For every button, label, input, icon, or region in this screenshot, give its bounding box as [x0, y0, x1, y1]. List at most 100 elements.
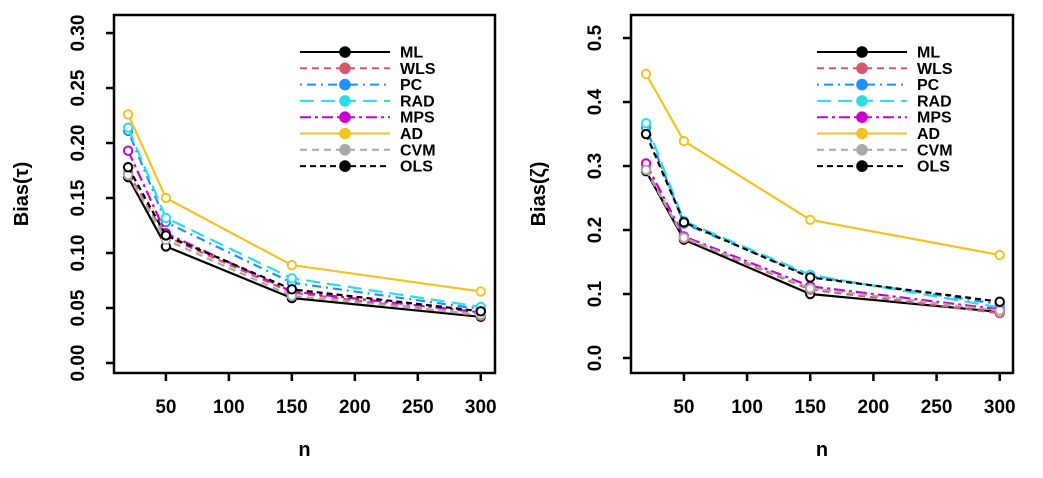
- legend-label-ad: AD: [917, 126, 940, 143]
- x-tick-label: 100: [213, 397, 245, 418]
- series-point-ols: [122, 162, 134, 173]
- series-point-ad: [122, 109, 134, 120]
- y-tick-label: 0.3: [585, 153, 606, 179]
- x-axis-label: n: [816, 439, 828, 461]
- y-tick-label: 0.10: [68, 235, 89, 272]
- y-tick-label: 0.00: [68, 344, 89, 381]
- series-point-ad: [640, 68, 652, 80]
- x-tick-label: 50: [673, 397, 694, 418]
- legend-label-mps: MPS: [917, 110, 952, 127]
- legend-label-ad: AD: [400, 126, 423, 143]
- y-tick-label: 0.15: [68, 179, 89, 216]
- series-point-ad: [286, 259, 298, 271]
- plot-frame: [112, 13, 497, 375]
- series-point-cvm: [678, 232, 690, 243]
- series-point-rad: [640, 117, 652, 129]
- series-point-ols: [475, 306, 486, 317]
- legend-label-wls: WLS: [917, 61, 953, 78]
- left-chart-panel: 50 100 150 200 250 300 0.00 0.05 0.10 0.15 0.20 0.2…: [11, 13, 497, 461]
- legend-swatch-pc: [339, 78, 351, 91]
- legend-swatch-ad: [339, 127, 351, 140]
- series-point-ad: [678, 135, 690, 147]
- y-tick-label: 0.30: [68, 15, 89, 52]
- series-point-ols: [678, 217, 690, 228]
- y-axis-label: Bias(τ): [11, 162, 33, 227]
- x-tick-label: 50: [155, 397, 176, 418]
- y-axis-label: Bias(ζ): [528, 162, 550, 227]
- series-point-ad: [994, 249, 1005, 261]
- legend-swatch-mps: [339, 111, 351, 123]
- right-chart-panel: 50 100 150 200 250 300 0.0 0.1 0.2 0.3 0.4 0.5 n Bias…: [528, 13, 1016, 461]
- series-point-rad: [122, 122, 134, 133]
- legend-label-rad: RAD: [917, 93, 952, 110]
- legend-label-rad: RAD: [400, 93, 435, 110]
- series-point-rad: [160, 212, 172, 224]
- plot-frame: [629, 13, 1015, 375]
- x-tick-label: 150: [276, 397, 308, 418]
- legend-swatch-cvm: [856, 144, 868, 156]
- x-axis-label: n: [298, 439, 310, 461]
- x-tick-label: 150: [794, 397, 826, 418]
- x-tick-label: 200: [858, 397, 890, 418]
- series-line-pc: [127, 130, 481, 311]
- x-tick-label: 250: [402, 397, 434, 418]
- legend-swatch-rad: [339, 95, 351, 107]
- legend-swatch-ad: [856, 127, 868, 140]
- legend-swatch-rad: [856, 95, 868, 107]
- legend-label-wls: WLS: [400, 61, 436, 78]
- legend-swatch-wls: [339, 62, 351, 75]
- legend-label-mps: MPS: [400, 110, 435, 127]
- legend-swatch-ols: [856, 160, 868, 172]
- series-point-ad: [475, 286, 486, 297]
- series-point-mps: [122, 145, 134, 156]
- series-line-wls: [127, 172, 481, 317]
- series-line-mps: [645, 162, 1000, 311]
- legend-label-pc: PC: [400, 77, 423, 94]
- y-tick-label: 0.25: [68, 69, 89, 106]
- series-point-ols: [805, 272, 816, 283]
- series-line-ad: [127, 113, 481, 293]
- series-point-ad: [160, 192, 172, 204]
- y-tick-label: 0.0: [585, 345, 606, 371]
- x-tick-label: 200: [339, 397, 371, 418]
- legend-swatch-wls: [856, 62, 868, 75]
- legend-swatch-pc: [856, 78, 868, 91]
- legend-label-cvm: CVM: [917, 142, 953, 159]
- series-point-ols: [994, 296, 1005, 307]
- y-tick-label: 0.05: [68, 289, 89, 326]
- y-tick-label: 0.4: [585, 88, 606, 115]
- series-line-ols: [645, 133, 1000, 303]
- legend-label-cvm: CVM: [400, 142, 436, 159]
- legend-label-ols: OLS: [917, 159, 950, 176]
- series-point-ols: [286, 284, 298, 295]
- series-line-cvm: [645, 169, 1000, 312]
- series-point-cvm: [640, 164, 652, 176]
- series-line-ad: [645, 73, 1000, 257]
- x-tick-label: 100: [731, 397, 763, 418]
- series-line-rad: [645, 122, 1000, 309]
- series-point-ols: [640, 128, 652, 140]
- x-tick-label: 300: [465, 397, 497, 418]
- series-line-cvm: [127, 174, 481, 316]
- legend-label-ols: OLS: [400, 159, 433, 176]
- series-line-wls: [645, 168, 1000, 315]
- legend-label-ml: ML: [400, 45, 423, 62]
- series-point-ols: [160, 230, 172, 241]
- y-tick-label: 0.1: [585, 280, 606, 307]
- legend-label-ml: ML: [917, 45, 940, 62]
- series-point-rad: [286, 273, 298, 284]
- legend-label-pc: PC: [917, 77, 940, 94]
- legend-swatch-mps: [856, 111, 868, 123]
- series-point-ad: [805, 214, 816, 225]
- y-tick-label: 0.20: [68, 125, 89, 162]
- series-line-ml: [127, 176, 481, 318]
- x-tick-label: 300: [984, 397, 1016, 418]
- y-tick-label: 0.5: [585, 24, 606, 51]
- series-line-mps: [127, 150, 481, 314]
- series-line-ols: [127, 166, 481, 313]
- legend-swatch-ml: [856, 46, 868, 58]
